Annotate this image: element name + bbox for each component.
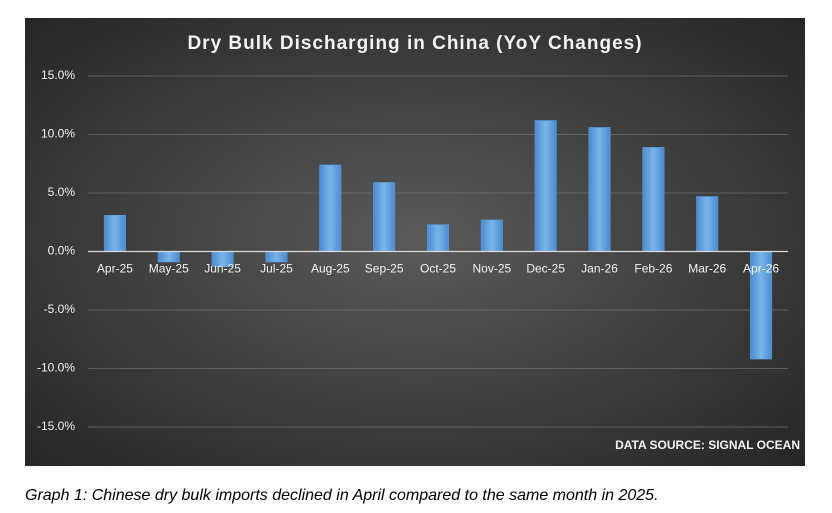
y-tick-label: -5.0% <box>44 302 76 316</box>
x-tick-label: Jun-25 <box>204 262 241 276</box>
y-tick-label: 0.0% <box>48 244 76 258</box>
x-tick-label: Sep-25 <box>365 262 404 276</box>
x-tick-label: Jul-25 <box>260 262 293 276</box>
bar <box>642 147 665 252</box>
caption: Graph 1: Chinese dry bulk imports declin… <box>25 487 659 504</box>
x-tick-label: Apr-26 <box>743 262 779 276</box>
y-tick-label: 15.0% <box>41 68 75 82</box>
bar <box>103 214 126 252</box>
x-tick-label: Jan-26 <box>581 262 618 276</box>
y-tick-label: 5.0% <box>48 185 76 199</box>
y-tick-label: -10.0% <box>37 361 75 375</box>
y-tick-label: 10.0% <box>41 127 75 141</box>
bar <box>426 224 450 252</box>
x-tick-label: Oct-25 <box>420 262 456 276</box>
bar <box>534 120 557 252</box>
x-tick-label: Apr-25 <box>97 262 133 276</box>
source-note: DATA SOURCE: SIGNAL OCEAN <box>615 438 800 452</box>
chart-title: Dry Bulk Discharging in China (YoY Chang… <box>187 33 642 54</box>
bar <box>157 251 180 263</box>
x-tick-label: Feb-26 <box>634 262 672 276</box>
x-tick-label: Dec-25 <box>526 262 565 276</box>
chart-panel <box>25 18 805 466</box>
x-tick-label: Aug-25 <box>311 262 350 276</box>
y-tick-label: -15.0% <box>37 419 75 433</box>
bar <box>480 219 503 252</box>
x-tick-label: May-25 <box>149 262 189 276</box>
bar <box>319 164 342 252</box>
bar <box>588 127 611 252</box>
bar <box>265 251 288 263</box>
bar <box>373 182 396 252</box>
x-tick-label: Nov-25 <box>473 262 512 276</box>
x-tick-label: Mar-26 <box>688 262 726 276</box>
bar <box>696 196 719 252</box>
